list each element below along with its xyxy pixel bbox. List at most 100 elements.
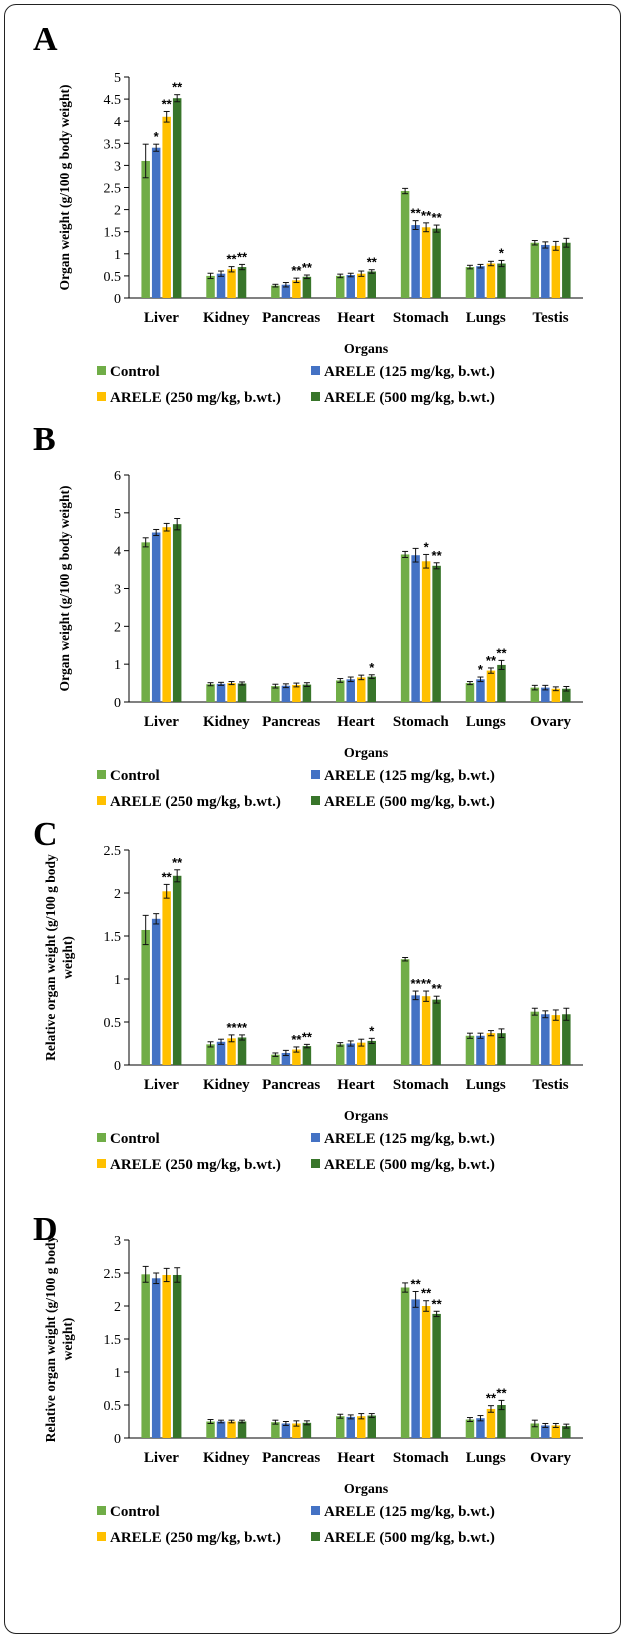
bar — [216, 683, 226, 702]
bar — [271, 1422, 280, 1438]
significance-label: ** — [411, 976, 422, 991]
bar — [346, 275, 355, 298]
y-axis-title: weight) — [60, 936, 75, 979]
bar — [551, 1015, 561, 1065]
y-tick-label: 1.5 — [104, 226, 122, 241]
bar — [206, 1044, 215, 1065]
y-tick-label: 3.5 — [104, 137, 122, 152]
legend-swatch — [311, 392, 320, 401]
bar — [465, 1035, 475, 1065]
bar — [562, 1426, 571, 1438]
bar — [411, 1299, 420, 1438]
bar — [237, 1037, 247, 1065]
bar — [400, 554, 410, 702]
bar — [302, 684, 312, 702]
bar — [562, 688, 571, 702]
significance-label: ** — [421, 208, 432, 223]
bar — [421, 561, 431, 702]
significance-label: ** — [291, 1032, 302, 1047]
x-tick-label: Kidney — [203, 714, 250, 730]
legend-swatch — [97, 1506, 106, 1515]
x-tick-label: Lungs — [466, 1077, 506, 1093]
x-tick-label: Heart — [337, 714, 374, 730]
bar — [367, 676, 376, 702]
x-tick-label: Stomach — [393, 1450, 449, 1466]
bar — [141, 542, 150, 702]
x-tick-label: Lungs — [466, 310, 506, 326]
bar — [151, 147, 161, 298]
significance-label: ** — [302, 260, 313, 275]
bar — [357, 273, 366, 298]
significance-label: ** — [411, 206, 422, 221]
significance-label: ** — [486, 1391, 497, 1406]
bar — [336, 680, 345, 702]
legend-label: ARELE (500 mg/kg, b.wt.) — [324, 390, 495, 406]
y-tick-label: 2.5 — [104, 844, 122, 859]
bar — [465, 267, 475, 298]
x-tick-label: Lungs — [466, 1450, 506, 1466]
bar — [476, 1418, 485, 1438]
bar — [432, 565, 441, 702]
bar — [541, 687, 550, 702]
legend-swatch — [311, 770, 320, 779]
x-tick-label: Stomach — [393, 1077, 449, 1093]
x-tick-label: Kidney — [203, 1450, 250, 1466]
bar — [486, 263, 496, 298]
x-tick-label: Heart — [337, 310, 374, 326]
y-tick-label: 2.5 — [104, 182, 122, 197]
y-tick-label: 2 — [114, 887, 121, 902]
legend-label: ARELE (125 mg/kg, b.wt.) — [324, 768, 495, 784]
y-tick-label: 0 — [114, 292, 121, 307]
legend-swatch — [97, 770, 106, 779]
significance-label: ** — [226, 252, 237, 267]
figure-frame: A 0 0.5 1 1.5 2 2.5 3 3.5 4 4.5 5 * ** ** Liver ** ** Kidn… — [4, 4, 621, 1634]
legend-label: Control — [110, 1131, 160, 1147]
y-tick-label: 0 — [114, 1059, 121, 1074]
y-tick-label: 5 — [114, 71, 121, 86]
x-tick-label: Pancreas — [262, 1450, 320, 1466]
bar — [497, 263, 506, 298]
significance-label: ** — [432, 981, 443, 996]
x-tick-label: Kidney — [203, 1077, 250, 1093]
bar — [476, 1035, 485, 1065]
y-tick-label: 6 — [114, 469, 121, 484]
bar — [486, 1408, 496, 1438]
significance-label: * — [478, 662, 484, 677]
bar — [486, 670, 496, 702]
y-tick-label: 3 — [114, 1234, 121, 1249]
bar — [141, 1274, 150, 1438]
bar — [281, 1423, 291, 1438]
bar — [346, 1043, 355, 1065]
y-tick-label: 2.5 — [104, 1267, 122, 1282]
significance-label: * — [499, 245, 505, 260]
legend-label: Control — [110, 364, 160, 380]
legend-swatch — [311, 1532, 320, 1541]
bar — [271, 1054, 280, 1065]
bar — [530, 242, 540, 298]
bar — [172, 875, 182, 1065]
significance-label: ** — [172, 855, 183, 870]
legend-label: ARELE (125 mg/kg, b.wt.) — [324, 1131, 495, 1147]
bar — [357, 677, 366, 702]
bar — [336, 1416, 345, 1438]
significance-label: ** — [432, 548, 443, 563]
bar — [421, 1306, 431, 1438]
bar — [281, 1052, 291, 1065]
bar — [151, 1278, 161, 1438]
bar — [367, 271, 376, 298]
y-tick-label: 0.5 — [104, 1016, 122, 1031]
bar — [336, 275, 345, 298]
bar — [367, 1415, 376, 1438]
bar — [530, 1011, 540, 1065]
bar — [476, 266, 485, 298]
bar — [141, 929, 150, 1065]
bar — [172, 524, 182, 702]
bar — [206, 684, 215, 702]
bar — [476, 679, 485, 702]
legend-label: ARELE (500 mg/kg, b.wt.) — [324, 794, 495, 810]
significance-label: ** — [302, 1029, 313, 1044]
significance-label: ** — [367, 255, 378, 270]
bar — [421, 227, 431, 298]
legend-swatch — [311, 796, 320, 805]
significance-label: ** — [421, 976, 432, 991]
